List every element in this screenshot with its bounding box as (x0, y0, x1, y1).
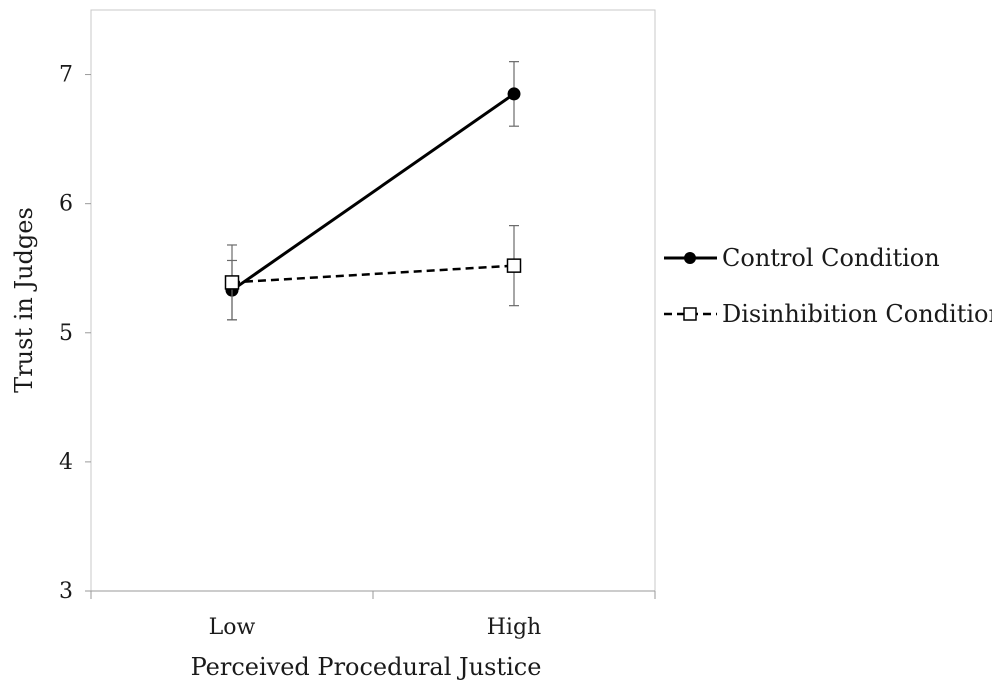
legend-label: Control Condition (722, 244, 940, 272)
plot-area (90, 9, 656, 592)
axes: 3 4 5 6 7 Low High (59, 63, 656, 640)
series-layer (224, 61, 522, 321)
y-tick-label: 7 (59, 63, 73, 88)
legend: Control Condition Disinhibition Condition (664, 244, 992, 328)
y-tick-label: 5 (59, 321, 73, 346)
series-disinhibition (224, 225, 522, 321)
x-axis-title: Perceived Procedural Justice (191, 653, 542, 681)
legend-item: Control Condition (664, 244, 940, 272)
legend-marker (684, 252, 696, 264)
series-line (231, 92, 515, 292)
legend-item: Disinhibition Condition (664, 300, 992, 328)
y-axis-title: Trust in Judges (10, 207, 38, 393)
data-point-marker (506, 258, 522, 273)
y-tick-label: 4 (59, 450, 73, 475)
x-tick-label: High (487, 615, 541, 640)
x-tick-label: Low (209, 615, 256, 640)
y-tick-label: 3 (59, 579, 73, 604)
data-point-marker (224, 275, 240, 290)
legend-marker (683, 307, 697, 321)
data-point-marker (507, 87, 521, 101)
series-line (231, 264, 515, 284)
y-tick-label: 6 (59, 192, 73, 217)
legend-label: Disinhibition Condition (722, 300, 992, 328)
